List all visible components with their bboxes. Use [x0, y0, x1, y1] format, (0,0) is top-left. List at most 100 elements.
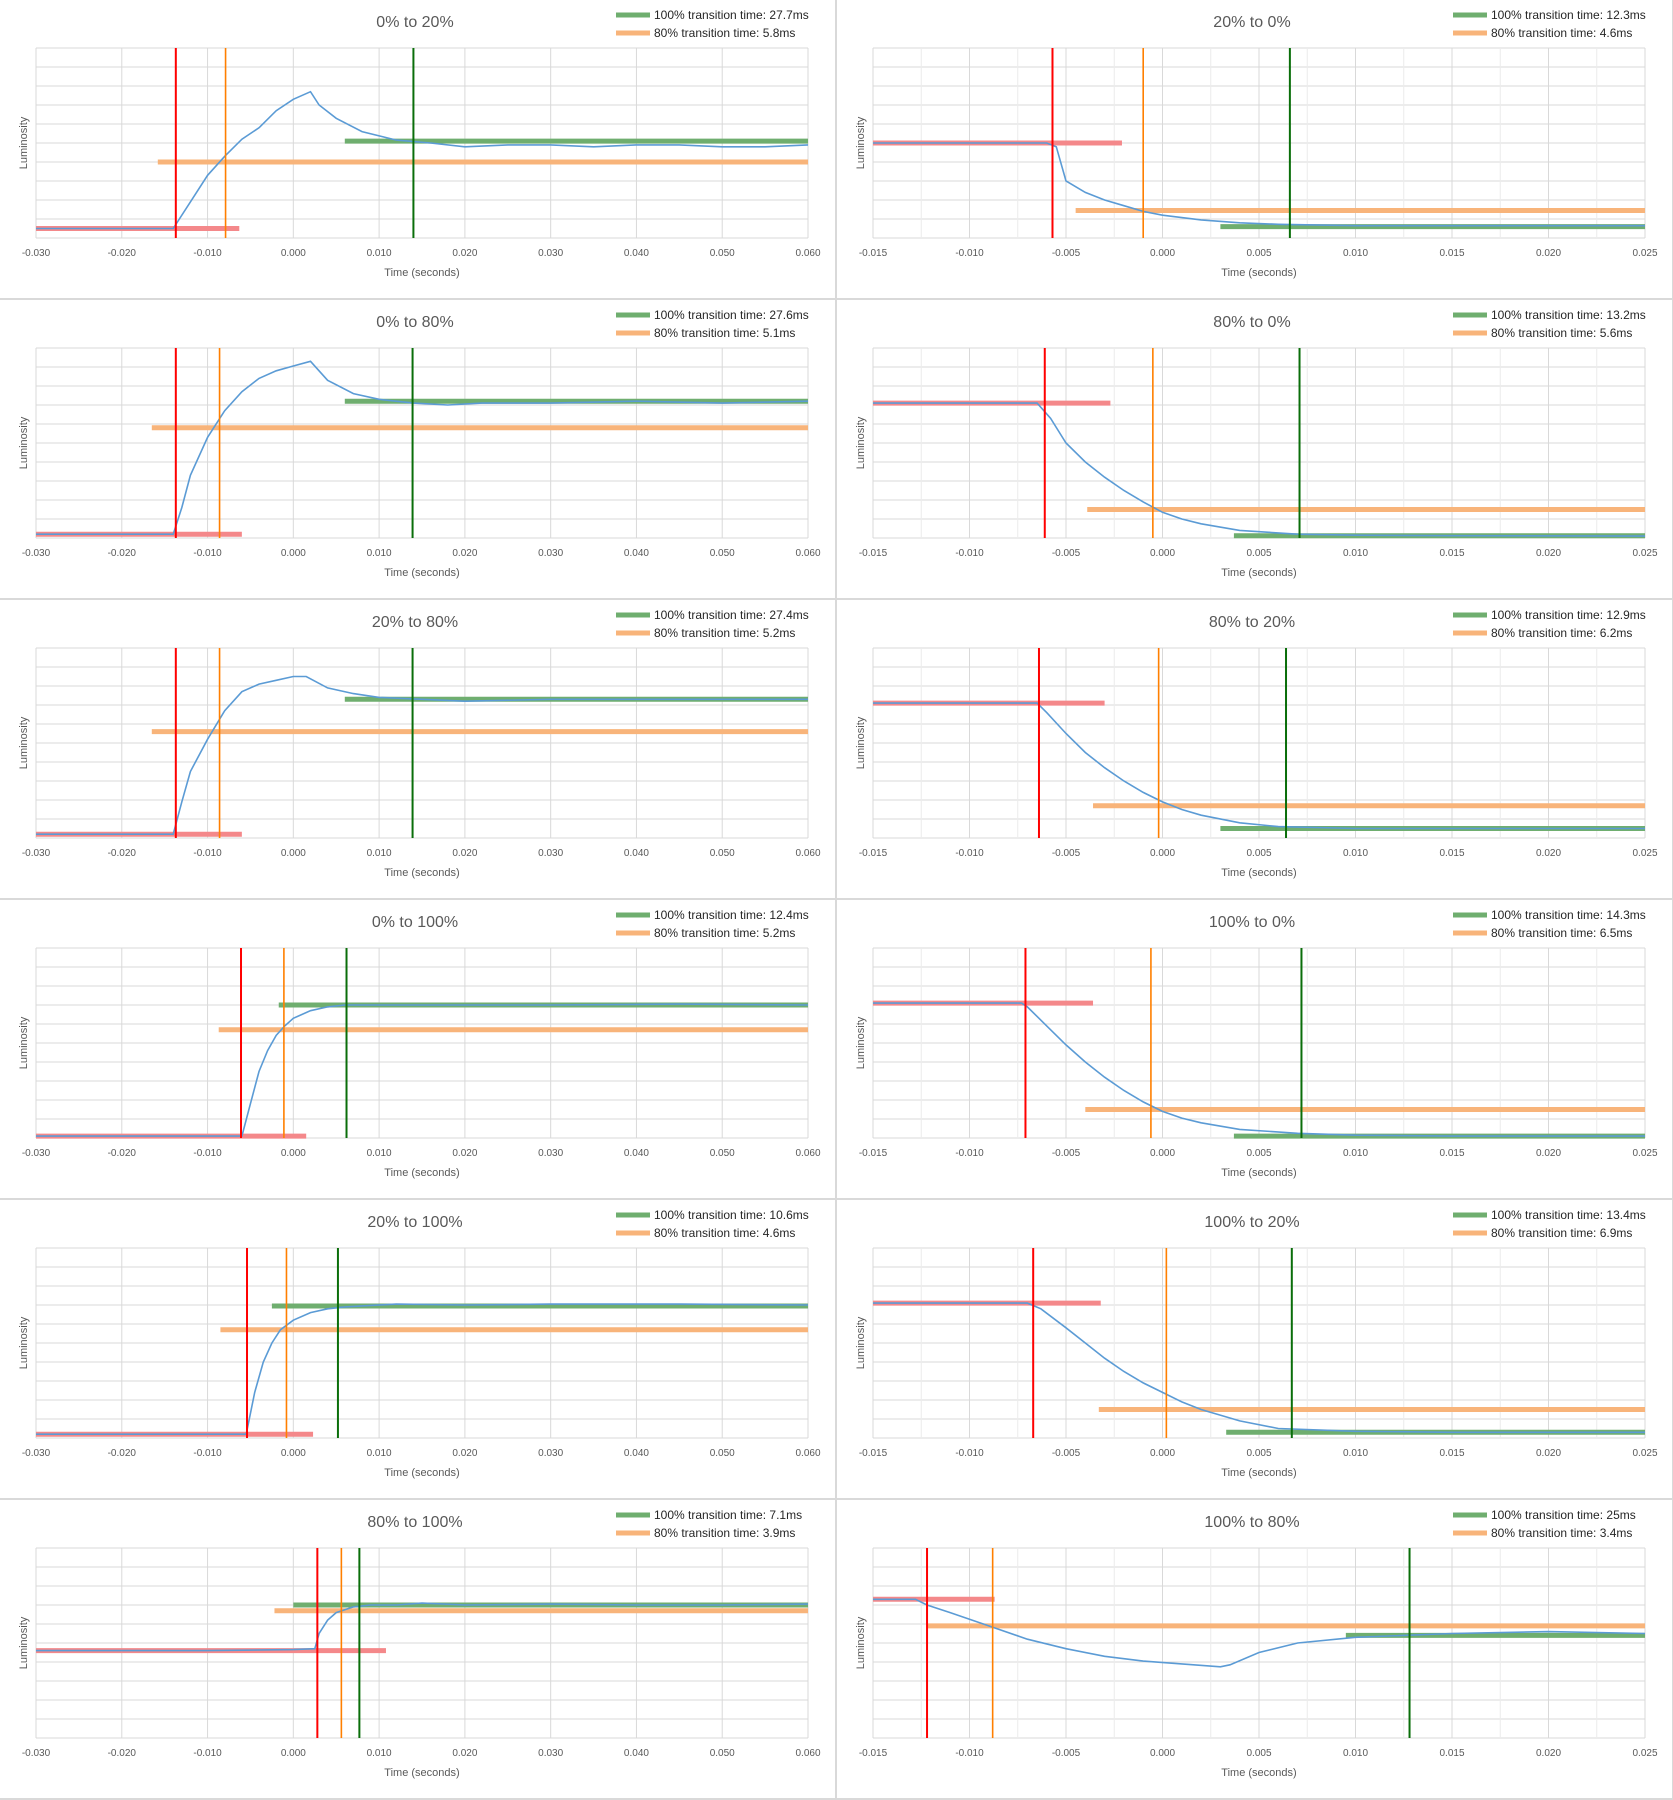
x-axis-label: Time (seconds) — [384, 267, 459, 279]
legend-label-100: 100% transition time: 12.4ms — [654, 908, 809, 922]
y-axis-label: Luminosity — [855, 116, 867, 169]
x-tick-label: -0.005 — [1052, 1448, 1081, 1459]
x-tick-label: 0.015 — [1439, 548, 1464, 559]
x-tick-label: 0.030 — [538, 1148, 563, 1159]
x-tick-label: 0.010 — [367, 548, 392, 559]
chart-title: 20% to 0% — [1213, 14, 1290, 31]
chart-panel: -0.030 -0.020 -0.010 0.000 0.010 0.020 0.030 0.… — [0, 600, 835, 898]
x-tick-label: 0.010 — [367, 1448, 392, 1459]
x-tick-label: -0.020 — [108, 548, 137, 559]
x-tick-label: 0.010 — [1343, 1448, 1368, 1459]
x-tick-label: 0.025 — [1632, 548, 1657, 559]
chart-svg: -0.030 -0.020 -0.010 0.000 0.010 0.020 0.030 0.… — [18, 608, 821, 879]
x-tick-label: 0.020 — [452, 248, 477, 259]
x-tick-label: -0.020 — [108, 1748, 137, 1759]
x-tick-label: 0.020 — [452, 1448, 477, 1459]
x-tick-label: -0.015 — [859, 1148, 888, 1159]
x-tick-label: 0.000 — [281, 548, 306, 559]
x-tick-label: 0.005 — [1246, 248, 1271, 259]
chart-svg: -0.015 -0.010 -0.005 0.000 0.005 0.010 0.015 0.… — [855, 8, 1658, 279]
x-tick-label: 0.020 — [1536, 248, 1561, 259]
chart-svg: -0.030 -0.020 -0.010 0.000 0.010 0.020 0.030 0.… — [18, 1208, 821, 1479]
x-tick-label: -0.010 — [955, 1148, 984, 1159]
x-tick-label: 0.000 — [281, 848, 306, 859]
chart-title: 80% to 100% — [367, 1514, 462, 1531]
chart-panel: -0.015 -0.010 -0.005 0.000 0.005 0.010 0.015 0.… — [837, 1500, 1672, 1798]
luminosity-curve — [873, 1598, 1646, 1668]
x-tick-label: 0.040 — [624, 1448, 649, 1459]
legend-label-80: 80% transition time: 5.2ms — [654, 626, 795, 640]
chart-panel: -0.030 -0.020 -0.010 0.000 0.010 0.020 0.030 0.… — [0, 1500, 835, 1798]
chart-panel: -0.015 -0.010 -0.005 0.000 0.005 0.010 0.015 0.… — [837, 300, 1672, 598]
chart-title: 0% to 80% — [376, 314, 453, 331]
y-axis-label: Luminosity — [18, 716, 30, 769]
legend-label-100: 100% transition time: 13.4ms — [1491, 1208, 1646, 1222]
x-axis-label: Time (seconds) — [1221, 1167, 1296, 1179]
x-tick-label: 0.010 — [367, 248, 392, 259]
x-tick-label: -0.010 — [193, 1748, 222, 1759]
x-tick-label: 0.000 — [1150, 248, 1175, 259]
x-axis-label: Time (seconds) — [1221, 567, 1296, 579]
x-tick-label: -0.010 — [193, 1448, 222, 1459]
chart-title: 80% to 0% — [1213, 314, 1290, 331]
legend-label-80: 80% transition time: 3.4ms — [1491, 1526, 1632, 1540]
x-tick-label: 0.015 — [1439, 1448, 1464, 1459]
x-tick-label: -0.030 — [22, 848, 51, 859]
x-tick-label: 0.030 — [538, 548, 563, 559]
luminosity-curve — [36, 360, 809, 535]
chart-title: 0% to 100% — [372, 914, 458, 931]
x-tick-label: -0.030 — [22, 1748, 51, 1759]
x-tick-label: -0.015 — [859, 848, 888, 859]
x-tick-label: 0.060 — [795, 1748, 820, 1759]
y-axis-label: Luminosity — [18, 116, 30, 169]
chart-title: 20% to 80% — [372, 614, 458, 631]
luminosity-curve — [36, 675, 808, 835]
chart-svg: -0.015 -0.010 -0.005 0.000 0.005 0.010 0.015 0.… — [855, 1508, 1658, 1779]
x-tick-label: 0.050 — [710, 1148, 735, 1159]
chart-panel: -0.030 -0.020 -0.010 0.000 0.010 0.020 0.030 0.… — [0, 1200, 835, 1498]
x-tick-label: 0.020 — [452, 1748, 477, 1759]
x-tick-label: -0.015 — [859, 1448, 888, 1459]
chart-panel: -0.030 -0.020 -0.010 0.000 0.010 0.020 0.030 0.… — [0, 0, 835, 298]
y-axis-label: Luminosity — [18, 1616, 30, 1669]
x-tick-label: 0.030 — [538, 248, 563, 259]
chart-panel: -0.015 -0.010 -0.005 0.000 0.005 0.010 0.015 0.… — [837, 1200, 1672, 1498]
x-tick-label: 0.015 — [1439, 1748, 1464, 1759]
x-tick-label: 0.030 — [538, 848, 563, 859]
x-tick-label: -0.010 — [955, 1448, 984, 1459]
chart-panel: -0.015 -0.010 -0.005 0.000 0.005 0.010 0.015 0.… — [837, 0, 1672, 298]
legend-label-100: 100% transition time: 7.1ms — [654, 1508, 802, 1522]
y-axis-label: Luminosity — [855, 416, 867, 469]
y-axis-label: Luminosity — [855, 1316, 867, 1369]
x-tick-label: -0.010 — [193, 1148, 222, 1159]
x-tick-label: -0.010 — [955, 1748, 984, 1759]
x-tick-label: -0.005 — [1052, 248, 1081, 259]
chart-svg: -0.030 -0.020 -0.010 0.000 0.010 0.020 0.030 0.… — [18, 8, 821, 279]
chart-title: 100% to 0% — [1209, 914, 1295, 931]
x-tick-label: 0.010 — [367, 1148, 392, 1159]
chart-title: 100% to 20% — [1204, 1214, 1299, 1231]
luminosity-curve — [873, 142, 1645, 227]
x-tick-label: -0.020 — [108, 1448, 137, 1459]
x-tick-label: 0.025 — [1632, 1148, 1657, 1159]
x-tick-label: 0.000 — [1150, 848, 1175, 859]
legend-label-80: 80% transition time: 5.2ms — [654, 926, 795, 940]
x-tick-label: 0.025 — [1632, 848, 1657, 859]
luminosity-curve — [36, 1303, 809, 1435]
luminosity-curve — [873, 1302, 1645, 1434]
x-tick-label: 0.020 — [452, 848, 477, 859]
legend-label-100: 100% transition time: 14.3ms — [1491, 908, 1646, 922]
legend-label-80: 80% transition time: 4.6ms — [654, 1226, 795, 1240]
legend-label-100: 100% transition time: 13.2ms — [1491, 308, 1646, 322]
x-tick-label: 0.010 — [1343, 1748, 1368, 1759]
chart-svg: -0.030 -0.020 -0.010 0.000 0.010 0.020 0.030 0.… — [18, 308, 821, 579]
y-axis-label: Luminosity — [18, 1016, 30, 1069]
x-axis-label: Time (seconds) — [384, 1767, 459, 1779]
chart-title: 0% to 20% — [376, 14, 453, 31]
luminosity-curve — [873, 702, 1645, 830]
legend-label-100: 100% transition time: 12.9ms — [1491, 608, 1646, 622]
legend-label-80: 80% transition time: 5.1ms — [654, 326, 795, 340]
x-tick-label: -0.010 — [193, 248, 222, 259]
x-tick-label: 0.060 — [795, 1148, 820, 1159]
chart-title: 80% to 20% — [1209, 614, 1295, 631]
